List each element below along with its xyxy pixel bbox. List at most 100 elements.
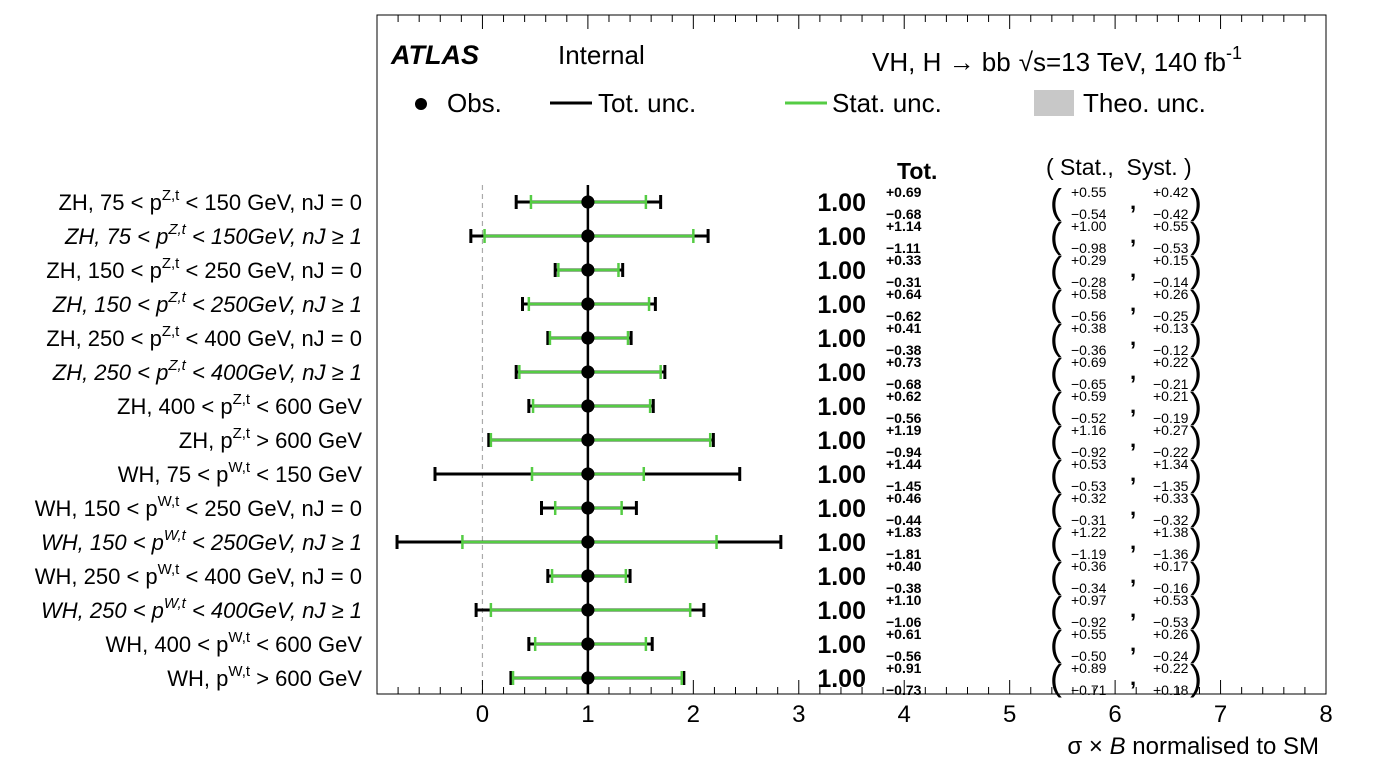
stat-unc-down: −0.34 <box>1071 580 1107 596</box>
syst-unc-down: −1.36 <box>1153 546 1189 562</box>
obs-point-top <box>581 297 595 311</box>
x-tick-label: 4 <box>898 701 911 728</box>
row-label-post: < 250 GeV, nJ = 0 <box>179 496 362 521</box>
stat-unc-down: −0.71 <box>1071 682 1107 698</box>
comma: , <box>1130 597 1136 622</box>
paren-open: ( <box>1050 589 1062 630</box>
x-axis-title-rest: normalised to SM <box>1126 733 1319 760</box>
paren-open: ( <box>1050 215 1062 256</box>
stat-unc-down: −0.53 <box>1071 478 1107 494</box>
tot-unc-up: +1.14 <box>886 218 922 234</box>
row-label-sup: W,t <box>228 629 250 646</box>
obs-point-top <box>581 501 595 515</box>
paren-close: ) <box>1190 487 1202 528</box>
syst-unc-down: −0.16 <box>1153 580 1189 596</box>
legend: Obs. Tot. unc. Stat. unc. Theo. unc. <box>415 88 1206 118</box>
row-label-post: < 250GeV, nJ ≥ 1 <box>186 292 362 317</box>
tot-unc-down: −1.45 <box>886 478 922 494</box>
obs-point-top <box>581 467 595 481</box>
row-label-post: > 600 GeV <box>250 428 362 453</box>
obs-point-top <box>581 671 595 685</box>
row-label-post: < 400 GeV, nJ = 0 <box>179 326 362 351</box>
x-tick-label: 5 <box>1003 701 1016 728</box>
tot-unc-up: +0.46 <box>886 490 922 506</box>
stat-unc-up: +1.00 <box>1071 218 1107 234</box>
syst-unc-up: +1.38 <box>1153 524 1189 540</box>
row-value: 1.00 <box>817 495 866 523</box>
stat-unc-up: +0.29 <box>1071 252 1107 268</box>
paren-close: ) <box>1190 215 1202 256</box>
paren-open: ( <box>1050 521 1062 562</box>
row-label-post: < 400 GeV, nJ = 0 <box>179 564 362 589</box>
paren-open: ( <box>1050 623 1062 664</box>
row-label-post: < 250 GeV, nJ = 0 <box>179 258 362 283</box>
row-label-sup: Z,t <box>167 289 186 306</box>
row-label: ZH, 150 < pZ,t < 250 GeV, nJ = 0 <box>46 255 362 283</box>
row-value: 1.00 <box>817 257 866 285</box>
col-header-tot: Tot. <box>897 158 937 184</box>
stat-unc-up: +1.16 <box>1071 422 1107 438</box>
tot-unc-up: +0.64 <box>886 286 922 302</box>
syst-unc-up: +0.17 <box>1153 558 1189 574</box>
x-tick-label: 1 <box>581 701 594 728</box>
row-label-sup: W,t <box>164 595 187 612</box>
row-label-post: < 150 GeV <box>250 462 362 487</box>
row-value: 1.00 <box>817 461 866 489</box>
syst-unc-up: +0.26 <box>1153 286 1189 302</box>
row-value: 1.00 <box>817 631 866 659</box>
row-label: WH, 150 < pW,t < 250 GeV, nJ = 0 <box>35 493 362 521</box>
syst-unc-up: +0.21 <box>1153 388 1189 404</box>
row-label-post: < 600 GeV <box>250 632 362 657</box>
stat-unc-down: −0.50 <box>1071 648 1107 664</box>
paren-close: ) <box>1190 589 1202 630</box>
comma: , <box>1130 359 1136 384</box>
paren-open: ( <box>1050 453 1062 494</box>
syst-unc-down: −0.24 <box>1153 648 1189 664</box>
tot-unc-down: −0.56 <box>886 410 922 426</box>
tot-unc-up: +0.69 <box>886 184 922 200</box>
stat-unc-down: −0.65 <box>1071 376 1107 392</box>
obs-point-top <box>581 331 595 345</box>
comma: , <box>1130 563 1136 588</box>
legend-obs-marker <box>415 98 427 110</box>
x-axis-title: σ × B normalised to SM <box>1067 733 1319 760</box>
x-axis-title-sym: σ × <box>1067 733 1109 760</box>
tot-unc-up: +1.19 <box>886 422 922 438</box>
stat-unc-down: −0.54 <box>1071 206 1107 222</box>
row-label-sup: Z,t <box>162 323 180 340</box>
syst-unc-down: −0.53 <box>1153 240 1189 256</box>
paren-close: ) <box>1190 657 1202 698</box>
stat-unc-up: +0.36 <box>1071 558 1107 574</box>
syst-unc-up: +0.53 <box>1153 592 1189 608</box>
col-header-stat-syst: ( Stat., Syst. ) <box>1046 154 1192 180</box>
syst-unc-up: +0.27 <box>1153 422 1189 438</box>
tot-unc-up: +0.91 <box>886 660 922 676</box>
obs-point-top <box>581 365 595 379</box>
obs-point-top <box>581 603 595 617</box>
legend-stat-label: Stat. unc. <box>832 88 942 118</box>
stat-unc-up: +0.69 <box>1071 354 1107 370</box>
tot-unc-down: −0.56 <box>886 648 922 664</box>
row-value: 1.00 <box>817 393 866 421</box>
row-value: 1.00 <box>817 291 866 319</box>
syst-unc-up: +0.33 <box>1153 490 1189 506</box>
comma: , <box>1130 665 1136 690</box>
row-label: WH, 250 < pW,t < 400GeV, nJ ≥ 1 <box>41 595 362 623</box>
x-tick-label: 6 <box>1108 701 1121 728</box>
row-label: ZH, 400 < pZ,t < 600 GeV <box>117 391 362 419</box>
legend-theo-label: Theo. unc. <box>1083 88 1206 118</box>
paren-open: ( <box>1050 555 1062 596</box>
row-label-post: < 600 GeV <box>250 394 362 419</box>
paren-close: ) <box>1190 385 1202 426</box>
stat-unc-up: +0.55 <box>1071 626 1107 642</box>
syst-unc-down: −0.53 <box>1153 614 1189 630</box>
comma: , <box>1130 461 1136 486</box>
stat-unc-down: −0.36 <box>1071 342 1107 358</box>
row-label-pre: ZH, 400 < p <box>117 394 233 419</box>
x-axis-title-var: B <box>1110 733 1126 760</box>
syst-unc-down: −0.21 <box>1153 376 1189 392</box>
tot-unc-up: +1.10 <box>886 592 922 608</box>
paren-close: ) <box>1190 453 1202 494</box>
legend-tot-label: Tot. unc. <box>598 88 696 118</box>
row-value: 1.00 <box>817 427 866 455</box>
